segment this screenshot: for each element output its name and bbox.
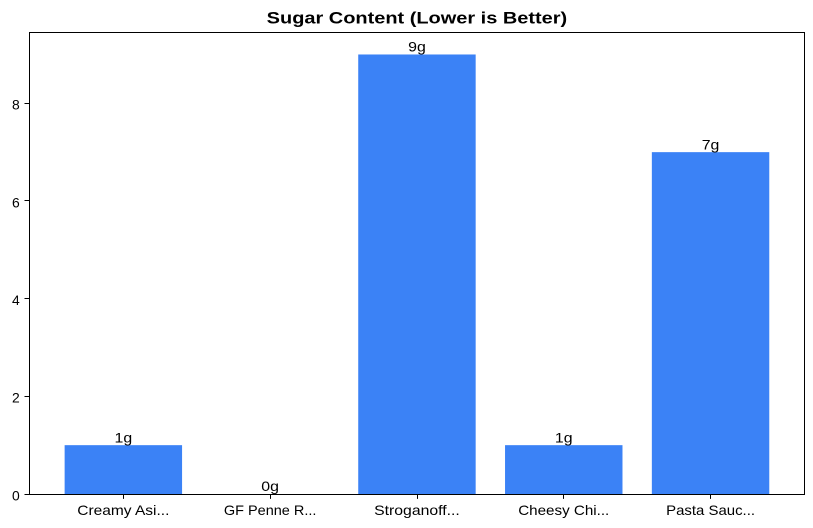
svg-text:2: 2	[12, 390, 20, 406]
svg-text:0: 0	[12, 487, 20, 503]
svg-text:Pasta Sauc...: Pasta Sauc...	[666, 502, 755, 518]
svg-text:9g: 9g	[408, 39, 426, 55]
svg-text:1g: 1g	[115, 429, 133, 445]
svg-text:Cheesy Chi...: Cheesy Chi...	[518, 502, 609, 518]
svg-text:Creamy Asi...: Creamy Asi...	[77, 502, 169, 518]
svg-text:8: 8	[12, 97, 20, 113]
svg-text:0g: 0g	[261, 478, 279, 494]
svg-text:Stroganoff...: Stroganoff...	[374, 502, 460, 518]
svg-text:7g: 7g	[702, 136, 720, 152]
svg-text:Sugar Content (Lower is Better: Sugar Content (Lower is Better)	[267, 8, 568, 27]
svg-text:1g: 1g	[555, 429, 573, 445]
svg-text:6: 6	[12, 194, 20, 210]
svg-text:4: 4	[12, 292, 20, 308]
svg-text:GF Penne R...: GF Penne R...	[224, 502, 317, 518]
